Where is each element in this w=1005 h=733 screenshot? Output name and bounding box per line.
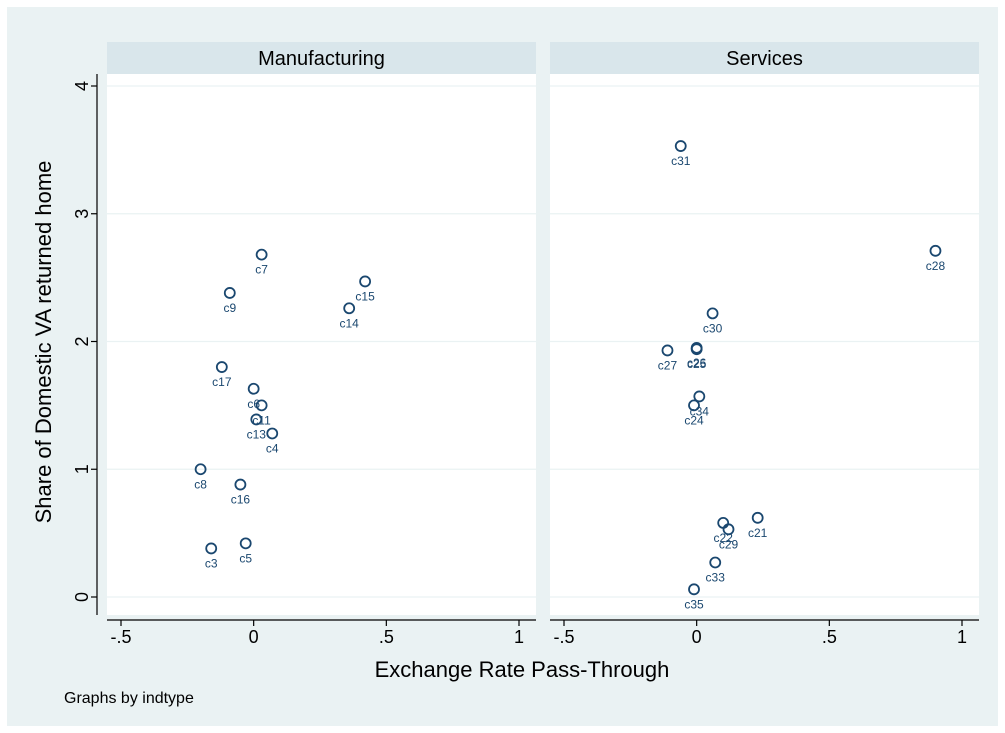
data-point-c25 [690, 343, 703, 356]
point-label-c14: c14 [340, 316, 360, 330]
point-label-c9: c9 [223, 301, 236, 315]
x-tick-label: 0 [692, 627, 702, 647]
data-point-c16 [234, 478, 247, 491]
x-axis-services: -.5 0 .5 1 [550, 619, 979, 647]
panel-title-services: Services [726, 48, 803, 70]
point-label-c8: c8 [194, 477, 207, 491]
data-point-c21 [751, 511, 764, 524]
y-tick-label: 2 [72, 336, 92, 346]
gridlines-manufacturing [107, 85, 536, 598]
data-point-c11 [255, 399, 268, 412]
data-point-c34 [693, 390, 706, 403]
point-label-c5: c5 [239, 551, 252, 565]
data-point-c4 [266, 427, 279, 440]
x-tick-label: 1 [514, 627, 524, 647]
y-tick-label: 3 [72, 209, 92, 219]
data-point-c24 [688, 399, 700, 412]
y-tick-label: 0 [72, 592, 92, 602]
y-tick-label: 4 [72, 81, 92, 91]
point-label-c27: c27 [658, 358, 678, 372]
plot-area-services [550, 74, 979, 615]
point-label-c13: c13 [247, 427, 267, 441]
panel-title-manufacturing: Manufacturing [258, 48, 385, 70]
point-label-c30: c30 [703, 321, 723, 335]
point-label-c25: c25 [687, 357, 707, 371]
x-tick-label: 0 [249, 627, 259, 647]
panel-strip-services [550, 42, 979, 74]
point-label-c4: c4 [266, 441, 279, 455]
data-point-c8 [194, 463, 207, 476]
data-point-c6 [247, 382, 260, 395]
y-axis-label: Share of Domestic VA returned home [31, 161, 56, 524]
panel-strip-manufacturing [107, 42, 536, 74]
point-label-c28: c28 [926, 259, 946, 273]
y-tick-label: 1 [72, 464, 92, 474]
x-axis-manufacturing: -.5 0 .5 1 [107, 619, 536, 647]
data-point-c14 [343, 302, 356, 315]
point-label-c21: c21 [748, 526, 768, 540]
plot-area-manufacturing [107, 74, 536, 615]
data-point-c33 [709, 556, 722, 569]
data-point-c27 [661, 344, 674, 357]
point-label-c17: c17 [212, 375, 232, 389]
data-point-c30 [706, 307, 719, 320]
point-label-c31: c31 [671, 154, 691, 168]
data-point-c15 [359, 275, 372, 288]
point-label-c16: c16 [231, 493, 251, 507]
data-point-c5 [239, 537, 252, 550]
point-label-c15: c15 [355, 289, 375, 303]
point-label-c35: c35 [684, 597, 704, 611]
data-point-c3 [205, 542, 218, 555]
graphs-by-note: Graphs by indtype [64, 690, 194, 707]
data-point-c13 [250, 413, 263, 426]
point-label-c3: c3 [205, 556, 218, 570]
data-point-c7 [255, 248, 268, 261]
data-point-c35 [688, 583, 700, 596]
data-point-c17 [215, 361, 228, 373]
x-axis-label: Exchange Rate Pass-Through [375, 657, 670, 682]
y-axis: 0 1 2 3 4 [72, 74, 98, 615]
point-label-c26: c26 [687, 356, 707, 370]
panel-manufacturing: Manufacturing c7c15c9c14c17c6c11c13c4c8c… [107, 42, 536, 647]
x-tick-label: -.5 [553, 627, 574, 647]
gridlines-services [550, 85, 979, 598]
point-label-c29: c29 [719, 537, 739, 551]
panel-services: Services c31c28c30c26c25c27c34c24c21c22c… [550, 42, 979, 647]
data-point-c28 [929, 244, 942, 257]
x-tick-label: 1 [957, 627, 967, 647]
point-label-c34: c34 [690, 404, 710, 418]
point-label-c24: c24 [684, 413, 704, 427]
point-label-c7: c7 [255, 263, 268, 277]
data-point-c29 [722, 523, 735, 536]
point-label-c33: c33 [706, 571, 726, 585]
data-point-c9 [223, 287, 236, 299]
x-tick-label: .5 [822, 627, 837, 647]
data-point-c31 [674, 140, 687, 152]
x-tick-label: -.5 [110, 627, 131, 647]
x-tick-label: .5 [379, 627, 394, 647]
